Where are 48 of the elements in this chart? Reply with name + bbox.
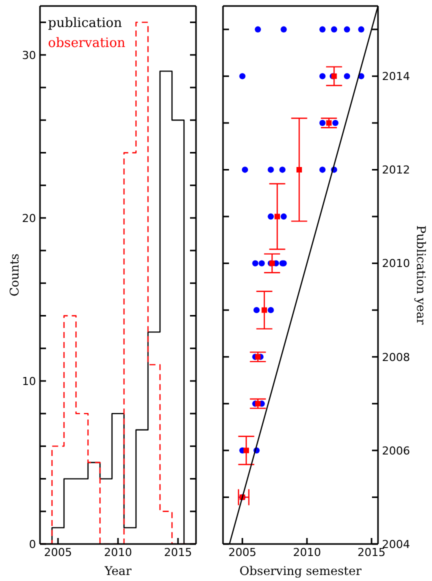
y-axis-title: Publication year (414, 225, 428, 325)
point (268, 307, 274, 314)
point (258, 260, 265, 266)
series-label: observation (48, 35, 126, 53)
y-tick-label: 0 (29, 538, 36, 551)
point (255, 400, 261, 406)
text: publication (48, 15, 123, 33)
point (254, 26, 261, 32)
y-tick-label: 2012 (382, 164, 410, 177)
point (358, 26, 364, 32)
y-axis-title: Counts (7, 254, 22, 296)
y-tick-label: 10 (22, 374, 36, 388)
point (296, 167, 302, 172)
x-tick-label: 2005 (44, 546, 72, 559)
y-tick-label: 2010 (382, 257, 410, 270)
point (239, 73, 246, 80)
point (262, 307, 268, 313)
x-tick-label: 2010 (292, 546, 321, 559)
y-tick-label: 2004 (382, 538, 410, 551)
y-tick-label: 2006 (382, 444, 410, 458)
point (279, 166, 286, 173)
x-tick-label: 2005 (228, 546, 256, 559)
x-axis-title: Observing semester (240, 564, 362, 578)
x-tick-label: 2015 (164, 546, 192, 559)
point (242, 166, 248, 173)
y-tick-label: 20 (22, 212, 36, 225)
x-axis-title: Year (104, 564, 132, 578)
y-tick-label: 30 (22, 48, 36, 62)
point (319, 73, 326, 80)
point (330, 26, 338, 32)
x-tick-label: 2010 (104, 546, 132, 559)
point (344, 26, 350, 32)
point (252, 260, 258, 266)
y-tick-label: 2008 (382, 350, 410, 364)
point (344, 73, 350, 80)
point (274, 214, 280, 220)
point (319, 120, 326, 126)
point (280, 26, 287, 32)
point (280, 213, 287, 220)
point (255, 354, 261, 360)
point (332, 120, 338, 126)
point (244, 448, 249, 454)
y-tick-label: 2014 (382, 70, 410, 84)
point (253, 307, 260, 314)
point (268, 166, 274, 173)
point (268, 213, 274, 220)
point (319, 166, 326, 173)
point (319, 26, 326, 32)
